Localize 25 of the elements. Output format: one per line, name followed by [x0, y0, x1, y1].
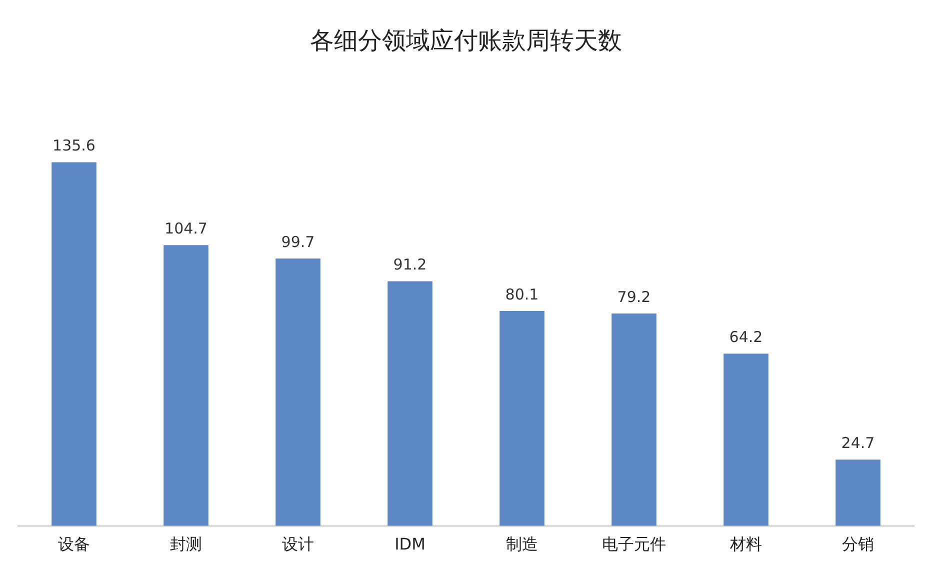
x-tick-label: IDM: [394, 534, 426, 554]
bar: [276, 258, 320, 526]
bar: [388, 281, 432, 526]
bar: [612, 313, 656, 526]
x-tick-label: 设备: [58, 534, 90, 554]
bar: [500, 311, 544, 526]
data-label: 135.6: [52, 136, 96, 155]
x-tick-label: 电子元件: [602, 534, 666, 554]
x-tick-label: 设计: [282, 534, 314, 554]
x-tick-label: 分销: [842, 534, 874, 554]
data-label: 80.1: [505, 285, 539, 304]
bar: [52, 162, 96, 526]
bar: [724, 354, 768, 526]
data-label: 91.2: [393, 256, 427, 274]
data-label: 99.7: [281, 232, 315, 251]
data-label: 104.7: [164, 219, 208, 238]
chart-title: 各细分领域应付账款周转天数: [310, 26, 622, 55]
data-label: 64.2: [729, 328, 763, 346]
data-label: 24.7: [841, 434, 875, 452]
data-label: 79.2: [617, 288, 651, 306]
bar: [164, 245, 208, 526]
x-tick-label: 材料: [729, 534, 762, 554]
x-tick-label: 封测: [170, 534, 202, 554]
x-tick-label: 制造: [506, 534, 538, 554]
bar: [836, 460, 880, 526]
